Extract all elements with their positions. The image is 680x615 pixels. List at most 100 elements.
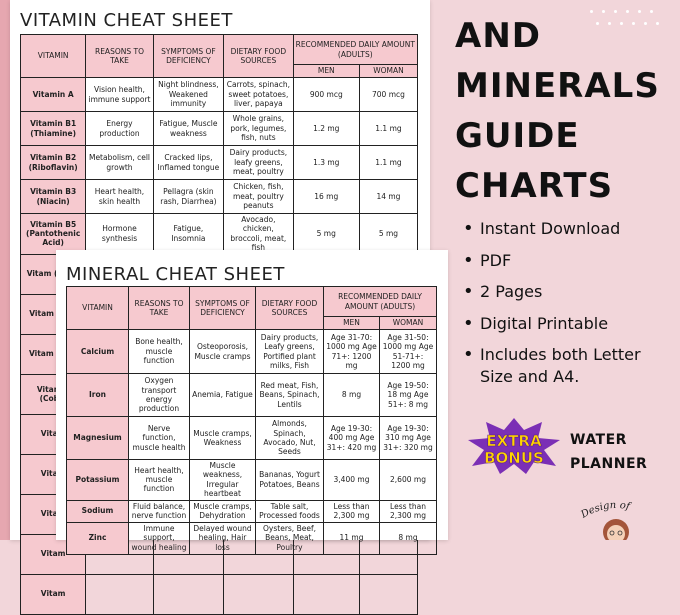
table-row: Zinc Immune support, wound healing Delayed… [66,521,437,555]
cell-reasons: Nerve function, muscle health [128,416,190,460]
feature-list: Instant Download PDF 2 Pages Digital Pri… [463,218,673,388]
mineral-sheet-title: MINERAL CHEAT SHEET [66,264,285,285]
cell-women: Age 19-50: 18 mg Age 51+: 8 mg [379,373,437,417]
cell-women: 14 mg [358,179,419,214]
table-row: Sodium Fluid balance, nerve function Muscl… [66,499,437,523]
cell-name: Vitamin A [19,77,87,112]
table-row: Vitam [19,573,419,615]
header-vitamin: VITAMIN [66,286,129,330]
cell-men: 1.2 mg [292,111,360,146]
header-recommended: RECOMMENDED DAILY AMOUNT (ADULTS) [292,34,419,65]
mineral-table-body: Calcium Bone health, muscle function Osteo… [66,329,437,555]
cell-women: 1.1 mg [358,111,419,146]
mineral-table: VITAMIN REASONS TO TAKE SYMPTOMS OF DEFI… [66,286,437,555]
table-row: Iron Oxygen transport energy production An… [66,373,437,417]
header-sources: DIETARY FOOD SOURCES [223,34,294,78]
decorative-dots [580,6,680,36]
designer-face [607,525,625,540]
cell-symptoms: Anemia, Fatigue [189,373,256,417]
feature-item: Digital Printable [463,313,673,345]
cell-name: Vitam [19,573,87,615]
cell-reasons: Bone health, muscle function [128,329,190,374]
designer-logo: Design of [578,500,633,540]
cell-sources: Chicken, fish, meat, poultry peanuts [223,179,294,214]
cell-men [292,573,360,615]
table-row: Vitamin B3 (Niacin) Heart health, skin he… [19,179,419,214]
table-row: Vitamin A Vision health, immune support Ni… [19,77,419,112]
cell-name: Vitamin B3 (Niacin) [19,179,87,214]
cell-women: 2,600 mg [379,459,437,501]
header-sources: DIETARY FOOD SOURCES [255,286,324,330]
cell-name: Potassium [66,459,129,501]
extra-bonus-badge: EXTRA BONUS [468,418,560,474]
headline-line-3: GUIDE [455,116,580,156]
cell-reasons: Metabolism, cell growth [85,145,154,180]
cell-women: 1.1 mg [358,145,419,180]
cell-men: Age 19-30: 400 mg Age 31+: 420 mg [323,416,380,460]
header-symptoms: SYMPTOMS OF DEFICIENCY [189,286,256,330]
headline-line-4: CHARTS [455,166,614,206]
cell-men: 900 mcg [292,77,360,112]
cell-women: 700 mcg [358,77,419,112]
cell-name: Zinc [66,521,129,555]
cell-sources: Carrots, spinach, sweet potatoes, liver,… [223,77,294,112]
cell-women: Less than 2,300 mg [379,499,437,523]
designer-text: Design of [578,500,633,521]
cell-symptoms: Cracked lips, Inflamed tongue [152,145,225,180]
headline-line-1: AND [455,16,541,56]
cell-name: Vitamin B1 (Thiamine) [19,111,87,146]
table-row: Potassium Heart health, muscle function Mu… [66,459,437,501]
cell-sources: Red meat, Fish, Beans, Spinach, Lentils [255,373,324,417]
cell-women: Age 31-50: 1000 mg Age 51-71+: 1200 mg [379,329,437,374]
cell-sources: Whole grains, pork, legumes, fish, nuts [223,111,294,146]
cell-name: Vitamin B2 (Riboflavin) [19,145,87,180]
cell-sources: Oysters, Beef, Beans, Meat, Poultry [255,521,324,555]
table-row: Vitamin B5 (Pantothenic Acid) Hormone syn… [19,213,419,255]
cell-sources: Almonds, Spinach, Avocado, Nut, Seeds [255,416,324,460]
cell-reasons: Oxygen transport energy production [128,373,190,417]
header-vitamin: VITAMIN [19,34,87,78]
cell-sources: Dairy products, Leafy greens, Portified … [255,329,324,374]
cell-men: 11 mg [323,521,380,555]
feature-item: Includes both Letter Size and A4. [463,344,673,388]
header-women: WOMAN [358,64,419,78]
mineral-cheat-sheet: MINERAL CHEAT SHEET VITAMIN REASONS TO T… [56,250,448,555]
bonus-text-1: EXTRA [486,432,542,450]
cell-men: 5 mg [292,213,360,255]
cell-women: 5 mg [358,213,419,255]
cell-symptoms [152,573,225,615]
headline-line-2: MINERALS [455,66,660,106]
cell-women: Age 19-30: 310 mg Age 31+: 320 mg [379,416,437,460]
header-women: WOMAN [379,316,437,330]
header-men: MEN [292,64,360,78]
cell-sources: Table salt, Processed foods [255,499,324,523]
cell-symptoms: Night blindness, Weakened immunity [152,77,225,112]
cell-name: Sodium [66,499,129,523]
table-row: Magnesium Nerve function, muscle health Mu… [66,416,437,460]
left-stripe [0,0,10,540]
header-reasons: REASONS TO TAKE [128,286,190,330]
cell-men: Age 31-70: 1000 mg Age 71+: 1200 mg [323,329,380,374]
vitamin-sheet-title: VITAMIN CHEAT SHEET [20,10,233,31]
cell-sources: Dairy products, leafy greens, meat, poul… [223,145,294,180]
header-men: MEN [323,316,380,330]
cell-symptoms: Pellagra (skin rash, Diarrhea) [152,179,225,214]
cell-reasons: Heart health, skin health [85,179,154,214]
cell-women: 8 mg [379,521,437,555]
header-recommended: RECOMMENDED DAILY AMOUNT (ADULTS) [323,286,437,317]
cell-reasons: Hormone synthesis [85,213,154,255]
feature-item: Instant Download [463,218,673,250]
cell-symptoms: Delayed wound healing, Hair loss [189,521,256,555]
cell-men: 8 mg [323,373,380,417]
cell-men: 3,400 mg [323,459,380,501]
cell-reasons: Energy production [85,111,154,146]
header-reasons: REASONS TO TAKE [85,34,154,78]
cell-reasons: Immune support, wound healing [128,521,190,555]
cell-reasons: Fluid balance, nerve function [128,499,190,523]
cell-name: Vitamin B5 (Pantothenic Acid) [19,213,87,255]
feature-item: 2 Pages [463,281,673,313]
cell-men: 16 mg [292,179,360,214]
cell-reasons: Vision health, immune support [85,77,154,112]
bonus-product: WATER PLANNER [570,428,647,476]
cell-symptoms: Muscle weakness, Irregular heartbeat [189,459,256,501]
